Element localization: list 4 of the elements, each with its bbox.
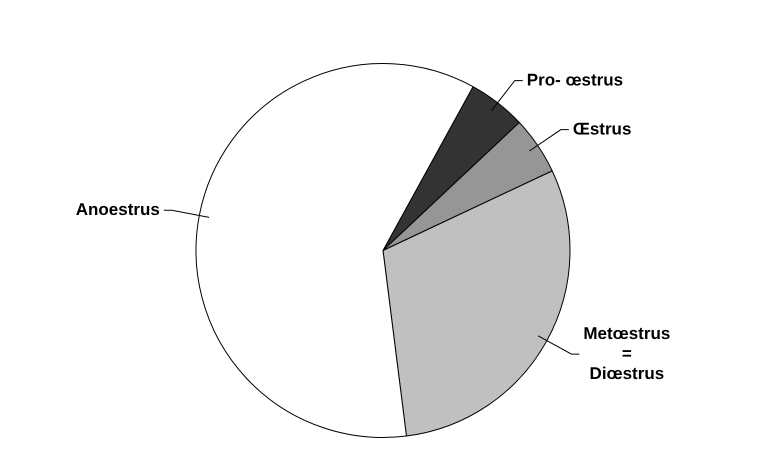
slice-label: Metœstrus = Diœstrus (583, 324, 670, 383)
slice-label: Œstrus (572, 119, 632, 138)
slice-label: Anoestrus (76, 200, 160, 219)
slice-label: Pro- œstrus (526, 70, 624, 90)
